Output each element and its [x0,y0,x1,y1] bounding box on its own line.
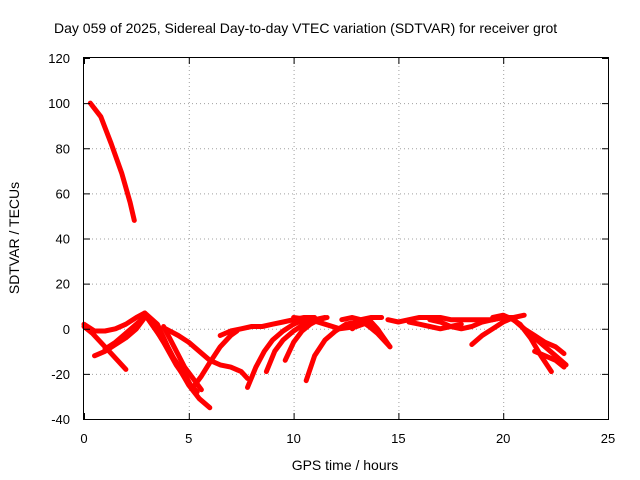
data-series-group [81,100,569,411]
x-tick-label: 25 [601,431,615,446]
y-tick-label: 120 [48,51,70,66]
series-line-arc-20 [360,319,393,350]
y-tick-label: 20 [56,277,70,292]
series-line-arc-24 [469,312,527,347]
series-line-arc-02 [81,310,148,334]
y-axis-title: SDTVAR / TECUs [6,182,22,294]
tick-marks [84,58,609,420]
x-tick-label: 5 [185,431,192,446]
y-tick-labels: -40 -20 0 20 40 60 80 100 120 [48,51,70,427]
y-tick-label: 0 [63,322,70,337]
x-axis-title: GPS time / hours [292,457,399,473]
series-line-arc-15 [282,315,330,363]
series-line-arc-23 [427,315,506,332]
series-line-arc-01 [87,100,137,223]
x-tick-labels: 0 5 10 15 20 25 [80,431,615,446]
series-line-arc-28 [532,348,567,370]
series-line-arc-11 [190,328,240,390]
x-tick-label: 0 [80,431,87,446]
x-tick-label: 15 [391,431,405,446]
series-line-arc-13 [245,317,307,390]
y-tick-label: -40 [51,412,70,427]
y-tick-label: 80 [56,141,70,156]
series-line-arc-04 [92,315,148,359]
y-tick-label: 40 [56,232,70,247]
y-tick-label: -20 [51,367,70,382]
grid-lines [84,58,608,419]
chart-title: Day 059 of 2025, Sidereal Day-to-day VTE… [54,20,557,36]
series-line-arc-16 [303,319,359,384]
x-tick-label: 20 [496,431,510,446]
x-tick-label: 10 [286,431,300,446]
plot-frame [83,57,609,420]
series-line-arc-05 [102,312,150,352]
series-line-arc-27 [511,317,567,357]
y-tick-label: 60 [56,186,70,201]
y-tick-label: 100 [48,96,70,111]
